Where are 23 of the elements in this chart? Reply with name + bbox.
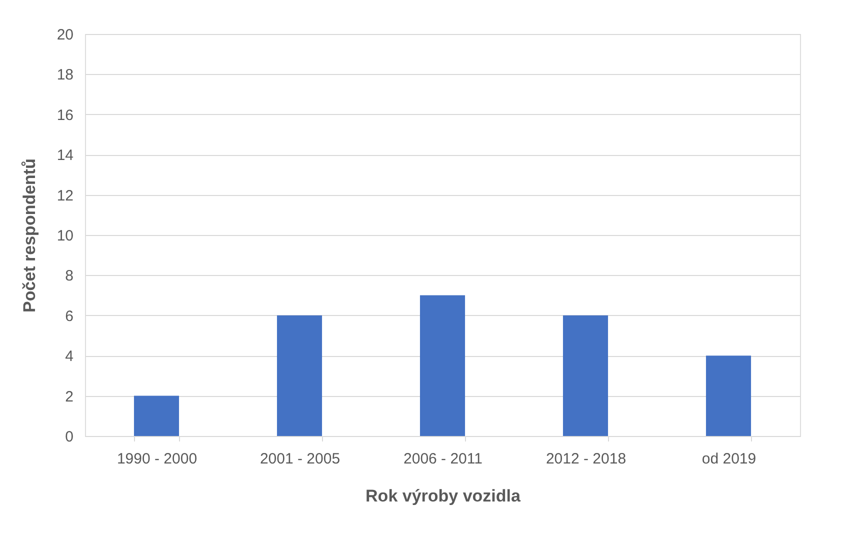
bar xyxy=(706,356,752,436)
y-tick-label: 12 xyxy=(56,187,74,204)
y-tick-label: 18 xyxy=(56,66,74,84)
y-tick-label: 4 xyxy=(65,348,74,366)
y-tick-label: 8 xyxy=(65,268,74,285)
x-tick-label: 1990 - 2000 xyxy=(116,450,198,468)
y-tick-label: 2 xyxy=(65,388,74,406)
y-tick-label: 10 xyxy=(56,228,74,244)
x-tick-label: od 2019 xyxy=(702,450,756,468)
x-tick-label: 2001 - 2005 xyxy=(260,450,340,468)
y-tick-label: 16 xyxy=(56,106,74,124)
x-axis-title: Rok výroby vozidla xyxy=(366,486,522,506)
y-tick-label: 20 xyxy=(56,26,74,44)
y-tick-label: 6 xyxy=(65,308,74,325)
bar xyxy=(276,315,322,436)
x-tick-label: 2012 - 2018 xyxy=(546,450,626,468)
bar xyxy=(134,396,180,436)
y-tick-label: 14 xyxy=(56,147,74,164)
y-axis-title: Počet respondentů xyxy=(20,158,39,312)
x-tick-label: 2006 - 2011 xyxy=(404,450,482,468)
y-tick-label: 0 xyxy=(65,428,74,446)
bar xyxy=(562,315,608,436)
bar xyxy=(420,295,466,436)
